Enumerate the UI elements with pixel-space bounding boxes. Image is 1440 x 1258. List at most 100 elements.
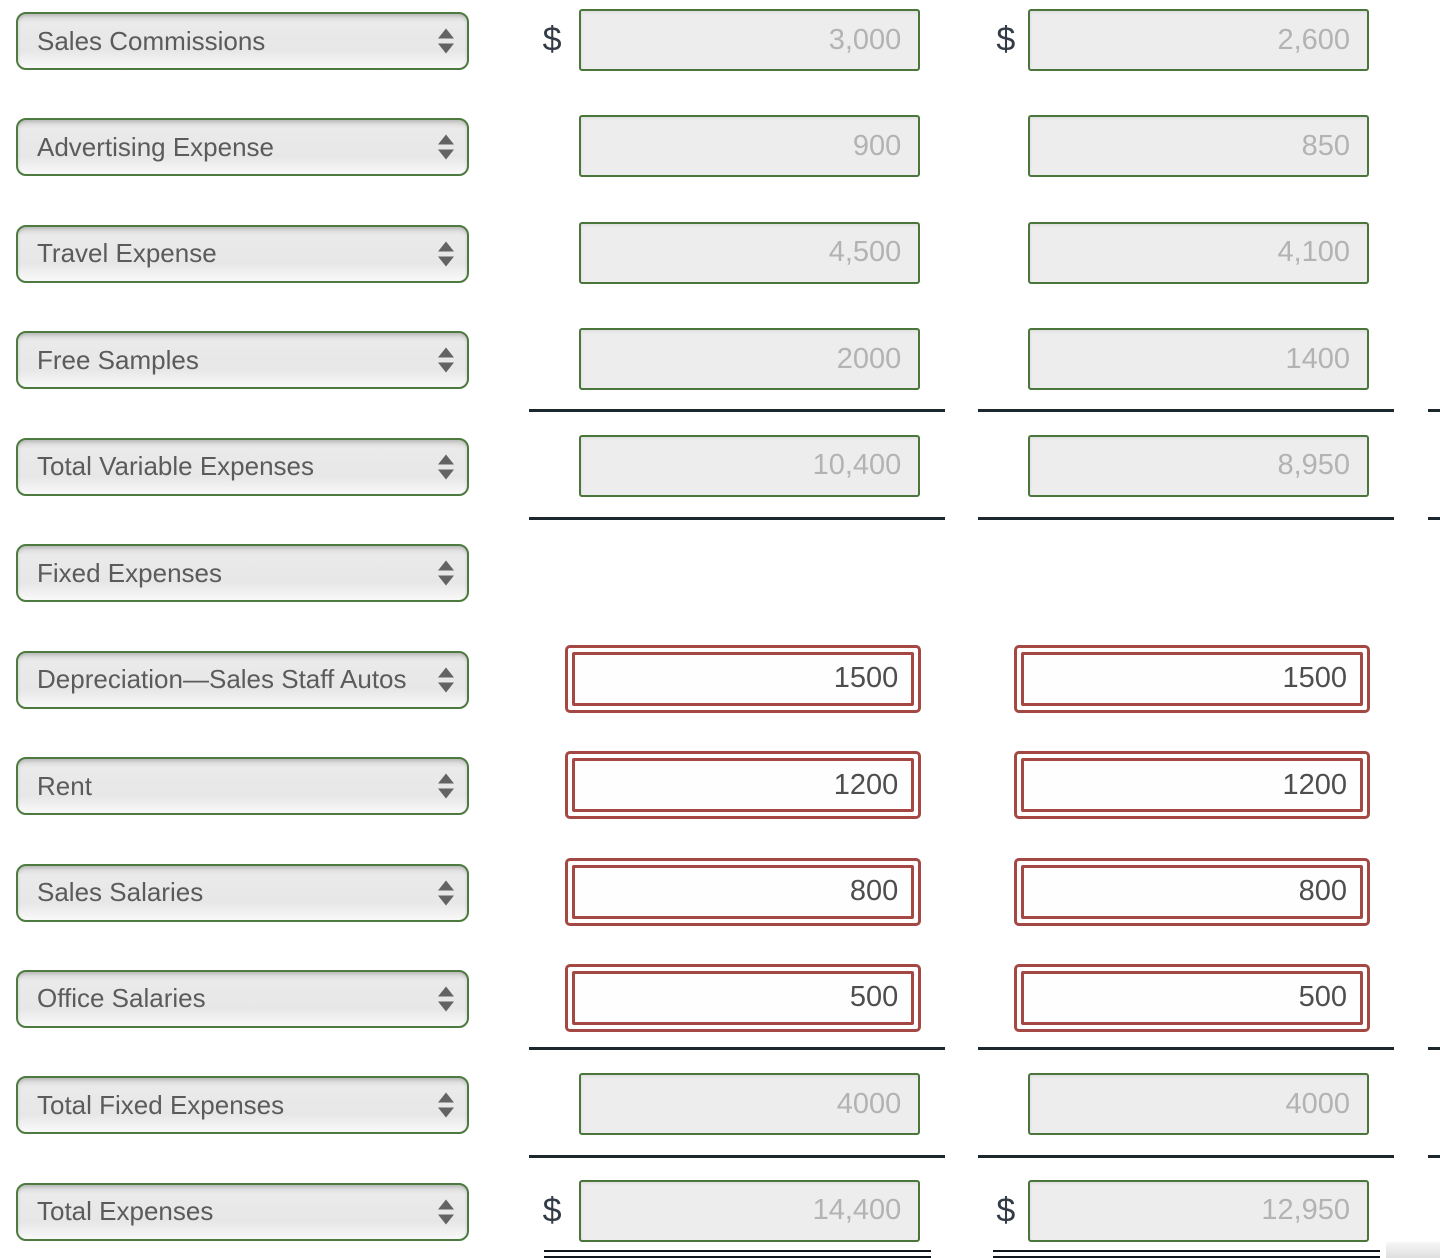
amount-cell-column3-clipped <box>1428 861 1440 923</box>
editable-amount-outline <box>1014 857 1371 926</box>
arrow-up-icon <box>437 667 454 678</box>
expense-row: Free Samples <box>0 328 1440 435</box>
amount-cell-column1 <box>529 221 946 284</box>
editable-amount-input[interactable] <box>1021 651 1364 706</box>
total-rule-below <box>1428 1155 1440 1159</box>
account-select-label: Fixed Expenses <box>37 557 222 588</box>
expense-row: Sales Salaries <box>0 857 1440 968</box>
expense-row: Advertising Expense <box>0 115 1440 222</box>
amount-cell-column2 <box>978 751 1394 820</box>
arrow-up-icon <box>437 880 454 890</box>
editable-amount-input[interactable] <box>1021 864 1364 919</box>
total-rule-below <box>978 1155 1395 1159</box>
amount-cell-column1: $ <box>529 9 946 71</box>
amount-cell-column3-clipped <box>1428 967 1440 1029</box>
total-rule-above <box>528 408 946 412</box>
amount-cell-column2 <box>978 328 1394 391</box>
total-rule-above <box>978 1047 1395 1051</box>
editable-amount-outline <box>1014 963 1371 1032</box>
account-select-label: Travel Expense <box>37 238 217 269</box>
account-select-label: Rent <box>37 770 92 801</box>
dollar-sign: $ <box>542 20 562 59</box>
account-select-label: Sales Salaries <box>37 877 204 907</box>
amount-cell-column1 <box>529 328 946 391</box>
editable-amount-input[interactable] <box>1021 970 1364 1025</box>
arrow-down-icon <box>437 362 454 373</box>
select-up-down-icon <box>437 1092 454 1118</box>
total-rule-below <box>978 516 1395 520</box>
account-select[interactable]: Office Salaries <box>16 969 469 1028</box>
amount-cell-column2 <box>978 221 1394 284</box>
arrow-down-icon <box>437 469 454 480</box>
amount-cell-column1: $ <box>529 1179 946 1258</box>
amount-cell-column2 <box>978 541 1394 603</box>
computed-amount-input <box>579 328 921 391</box>
account-select-label: Total Fixed Expenses <box>37 1089 285 1120</box>
total-rule-below <box>528 516 946 520</box>
account-select[interactable]: Total Fixed Expenses <box>16 1076 469 1135</box>
computed-amount-input <box>579 115 921 178</box>
amount-cell-column1 <box>529 751 946 820</box>
account-select[interactable]: Free Samples <box>16 331 469 390</box>
arrow-up-icon <box>437 28 454 39</box>
amount-cell-column3-clipped <box>1428 328 1440 390</box>
account-select[interactable]: Total Expenses <box>16 1182 469 1241</box>
expense-row: Fixed Expenses <box>0 542 1440 648</box>
account-select[interactable]: Advertising Expense <box>16 118 469 177</box>
arrow-up-icon <box>437 134 454 145</box>
editable-amount-input[interactable] <box>572 758 915 813</box>
arrow-down-icon <box>437 43 454 54</box>
dollar-sign: $ <box>996 1191 1016 1230</box>
amount-cell-column3-clipped <box>1428 222 1440 284</box>
account-select-label: Sales Commissions <box>37 25 266 56</box>
select-up-down-icon <box>437 241 454 267</box>
bottom-right-shade <box>1386 1242 1440 1258</box>
amount-cell-column2 <box>978 115 1394 178</box>
computed-amount-input <box>1028 115 1370 178</box>
select-up-down-icon <box>437 454 454 480</box>
computed-amount-input <box>579 221 921 284</box>
computed-amount-input <box>1028 328 1370 391</box>
editable-amount-input[interactable] <box>1021 758 1364 813</box>
select-up-down-icon <box>437 134 454 160</box>
editable-amount-input[interactable] <box>572 651 915 706</box>
editable-amount-outline <box>565 963 922 1032</box>
account-select[interactable]: Depreciation—Sales Staff Autos <box>16 650 469 709</box>
dollar-sign: $ <box>542 1191 562 1230</box>
amount-cell-column1 <box>528 408 946 520</box>
computed-amount-input <box>1028 1179 1370 1242</box>
total-rule-above <box>978 408 1395 412</box>
arrow-up-icon <box>437 241 454 252</box>
expense-row: Total Variable Expenses <box>0 408 1440 542</box>
select-up-down-icon <box>437 28 454 54</box>
computed-amount-input <box>579 1179 921 1242</box>
amount-cell-column2 <box>978 963 1394 1032</box>
grand-total-double-rule <box>993 1249 1381 1258</box>
account-select[interactable]: Travel Expense <box>16 224 469 283</box>
amount-cell-column2 <box>978 1047 1395 1159</box>
arrow-up-icon <box>437 347 454 358</box>
amount-cell-column3-clipped <box>1428 115 1440 177</box>
editable-amount-outline <box>1014 751 1371 820</box>
editable-amount-input[interactable] <box>572 970 915 1025</box>
editable-amount-outline <box>565 751 922 820</box>
computed-amount-input <box>579 9 921 71</box>
account-select[interactable]: Total Variable Expenses <box>16 437 469 496</box>
account-select[interactable]: Rent <box>16 757 469 816</box>
dollar-sign: $ <box>996 20 1016 59</box>
arrow-down-icon <box>437 575 454 586</box>
select-up-down-icon <box>437 880 454 905</box>
arrow-down-icon <box>437 1107 454 1118</box>
account-select[interactable]: Fixed Expenses <box>16 544 469 603</box>
editable-amount-input[interactable] <box>572 864 915 919</box>
arrow-up-icon <box>437 560 454 571</box>
account-select[interactable]: Sales Salaries <box>16 863 469 922</box>
total-rule-above <box>1428 1047 1440 1051</box>
amount-cell-column1 <box>529 115 946 178</box>
select-up-down-icon <box>437 667 454 693</box>
computed-amount-input <box>579 1073 921 1136</box>
total-rule-above <box>1428 408 1440 412</box>
amount-cell-column2 <box>978 408 1395 520</box>
account-select[interactable]: Sales Commissions <box>16 12 469 70</box>
